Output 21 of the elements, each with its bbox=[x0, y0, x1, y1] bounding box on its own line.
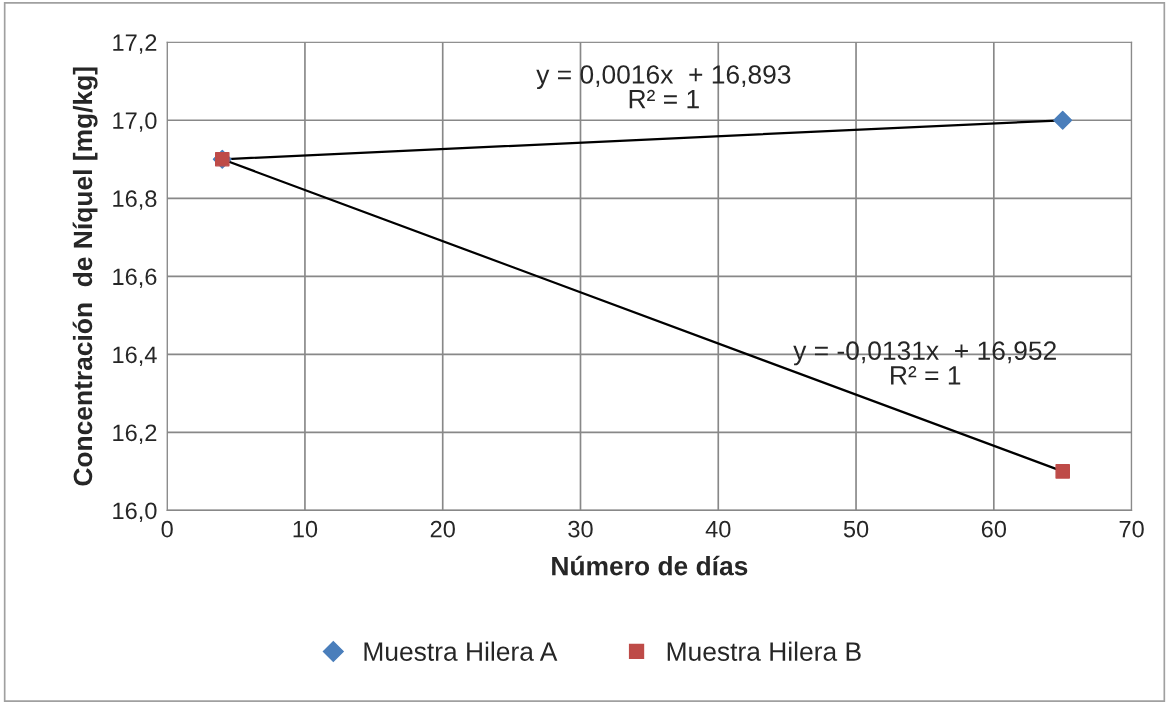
y-tick-label: 16,0 bbox=[113, 502, 157, 522]
x-tick-label: 60 bbox=[981, 520, 1007, 538]
legend-label: Muestra Hilera B bbox=[667, 641, 861, 661]
x-tick-label: 30 bbox=[568, 520, 593, 538]
y-tick-label: 17,2 bbox=[113, 34, 157, 54]
x-tick-label: 40 bbox=[705, 520, 731, 538]
x-tick-label: 0 bbox=[161, 520, 173, 538]
y-tick-label: 16,6 bbox=[113, 268, 157, 288]
x-tick-label: 70 bbox=[1119, 520, 1144, 538]
legend-label: Muestra Hilera A bbox=[364, 641, 558, 661]
annotation: y = -0,0131x + 16,952 R² = 1 bbox=[793, 341, 1056, 385]
x-axis-title: Número de días bbox=[552, 555, 748, 576]
x-tick-label: 20 bbox=[430, 520, 455, 538]
x-tick-label: 10 bbox=[293, 520, 318, 538]
y-tick-label: 16,4 bbox=[113, 346, 157, 366]
x-tick-label: 50 bbox=[843, 520, 869, 538]
y-axis-title: Concentración de Níquel [mg/kg] bbox=[72, 67, 98, 486]
y-tick-label: 16,8 bbox=[113, 190, 157, 210]
annotation: y = 0,0016x + 16,893 R² = 1 bbox=[536, 65, 791, 109]
y-tick-label: 17,0 bbox=[113, 112, 157, 132]
y-tick-label: 16,2 bbox=[113, 424, 157, 444]
